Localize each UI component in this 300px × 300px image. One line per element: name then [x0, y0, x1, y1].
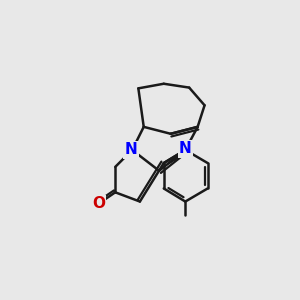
Text: O: O	[92, 196, 105, 211]
Text: N: N	[179, 141, 192, 156]
Text: N: N	[125, 142, 137, 158]
